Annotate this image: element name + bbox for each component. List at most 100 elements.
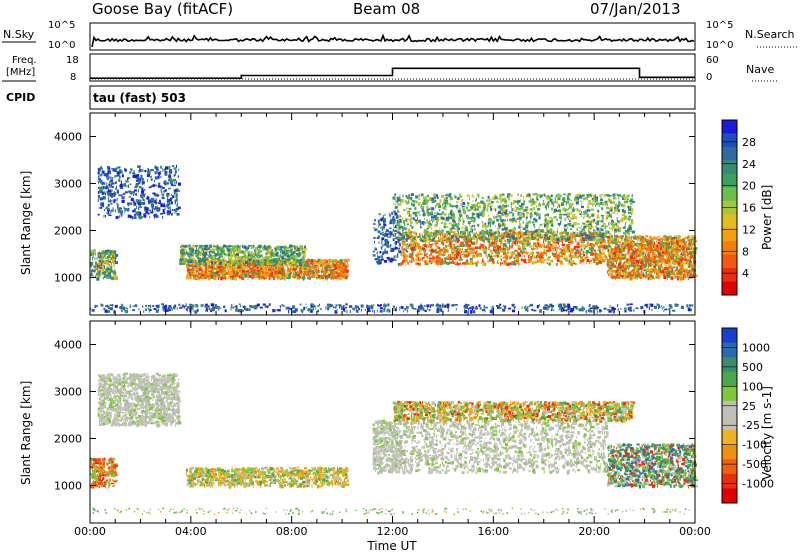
echo-cell xyxy=(336,271,338,274)
echo-cell xyxy=(273,259,275,263)
echo-cell xyxy=(217,256,220,260)
echo-cell xyxy=(267,261,269,265)
echo-cell xyxy=(241,262,243,266)
echo-cell xyxy=(96,272,99,276)
echo-cell xyxy=(488,253,490,257)
echo-cell xyxy=(241,266,243,270)
echo-cell xyxy=(549,243,553,247)
echo-cell xyxy=(511,202,515,205)
echo-cell xyxy=(532,254,533,257)
echo-cell xyxy=(206,257,209,260)
echo-cell xyxy=(138,206,142,209)
echo-cell xyxy=(459,259,463,261)
echo-cell xyxy=(230,254,233,257)
echo-cell xyxy=(188,276,192,279)
echo-cell xyxy=(566,226,569,229)
echo-cell xyxy=(605,216,608,220)
echo-cell xyxy=(475,239,478,243)
echo-cell xyxy=(101,272,105,275)
echo-cell xyxy=(208,277,211,281)
echo-cell xyxy=(434,241,436,244)
echo-cell xyxy=(336,260,339,263)
echo-cell xyxy=(497,251,501,255)
echo-cell xyxy=(565,244,568,246)
echo-cell xyxy=(275,270,279,274)
echo-cell xyxy=(497,223,500,227)
echo-cell xyxy=(200,266,202,270)
echo-cell xyxy=(400,224,402,226)
echo-cell xyxy=(551,259,553,262)
freq-frame xyxy=(89,53,696,82)
echo-cell xyxy=(309,266,311,270)
echo-cell xyxy=(499,217,502,220)
echo-cell xyxy=(386,244,390,248)
echo-cell xyxy=(575,263,578,265)
echo-cell xyxy=(136,179,140,182)
echo-cell xyxy=(114,261,118,264)
echo-cell xyxy=(97,253,99,257)
echo-cell xyxy=(488,246,490,250)
echo-cell xyxy=(533,248,537,250)
echo-cell xyxy=(320,258,322,263)
echo-cell xyxy=(482,234,485,237)
echo-cell xyxy=(564,213,568,216)
echo-cell xyxy=(278,246,280,250)
echo-cell xyxy=(199,276,203,279)
echo-cell xyxy=(496,200,499,203)
echo-cell xyxy=(256,251,258,254)
echo-cell xyxy=(285,253,289,257)
echo-cell xyxy=(575,253,577,256)
echo-cell xyxy=(230,270,234,273)
echo-cell xyxy=(562,243,565,247)
echo-cell xyxy=(469,262,473,265)
echo-cell xyxy=(583,253,586,256)
echo-cell xyxy=(247,256,250,259)
echo-cell xyxy=(272,274,275,277)
echo-cell xyxy=(602,252,606,255)
echo-cell xyxy=(324,259,327,263)
echo-cell xyxy=(593,228,595,232)
echo-cell xyxy=(485,237,489,241)
echo-cell xyxy=(116,171,120,175)
echo-cell xyxy=(307,271,310,275)
echo-cell xyxy=(522,233,525,236)
echo-cell xyxy=(184,244,187,248)
echo-cell xyxy=(118,194,122,197)
echo-cell xyxy=(518,214,522,218)
echo-cell xyxy=(584,257,588,259)
echo-cell xyxy=(601,259,605,263)
echo-cell xyxy=(99,254,101,257)
echo-cell xyxy=(380,226,382,229)
echo-cell xyxy=(105,173,107,176)
echo-cell xyxy=(323,265,326,269)
echo-cell xyxy=(278,255,280,258)
echo-cell xyxy=(109,184,111,188)
echo-cell xyxy=(106,252,110,255)
echo-cell xyxy=(286,277,289,280)
echo-cell xyxy=(155,198,157,202)
echo-cell xyxy=(99,166,102,169)
echo-cell xyxy=(443,235,446,238)
echo-cell xyxy=(232,254,235,257)
echo-cell xyxy=(600,226,602,229)
echo-cell xyxy=(320,270,324,272)
echo-cell xyxy=(155,166,158,171)
echo-cell xyxy=(488,244,490,248)
echo-cell xyxy=(335,276,338,279)
echo-cell xyxy=(105,192,106,196)
echo-cell xyxy=(225,259,227,262)
echo-cell xyxy=(263,258,267,262)
echo-cell xyxy=(205,244,209,249)
echo-cell xyxy=(565,202,567,206)
echo-cell xyxy=(388,230,392,233)
echo-cell xyxy=(509,244,510,248)
echo-cell xyxy=(96,257,98,260)
echo-cell xyxy=(511,261,513,263)
echo-cell xyxy=(240,272,244,275)
echo-cell xyxy=(187,268,189,270)
echo-cell xyxy=(313,260,316,264)
echo-cell xyxy=(596,227,600,231)
echo-cell xyxy=(498,238,500,241)
echo-cell xyxy=(94,252,96,256)
echo-cell xyxy=(229,273,233,276)
